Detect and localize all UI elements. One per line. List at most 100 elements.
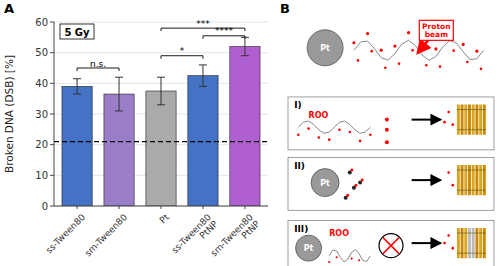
diagram-dna [479,228,482,258]
error-bar-cap [199,86,207,87]
diagram-text: ROO [329,229,349,238]
x-tick-label-group: Pt [158,212,172,226]
bar [62,86,92,206]
panel-label: B [280,1,290,16]
diagram-dot [452,184,455,187]
diagram-dot [357,59,360,62]
diagram-dot [307,127,310,130]
diagram-dot [358,259,360,261]
y-tick-label: 60 [35,17,48,28]
diagram-dot [434,47,437,50]
diagram-text-line: beam [425,30,449,39]
x-tick-label-line: PtNP [240,218,262,240]
diagram-dna [457,105,460,135]
error-bar-cap [73,94,81,95]
diagram-dna [483,165,486,195]
error-bar-stem [244,37,245,55]
diagram-dot [425,64,428,67]
significance-label: n.s. [90,59,106,69]
error-bar-cap [115,77,123,78]
diagram-dna [483,228,486,258]
diagram-dot [349,131,352,134]
diagram-dna [472,165,475,195]
bar [146,91,176,206]
diagram-text: Pt [320,179,330,188]
diagram-dna [472,228,475,258]
error-bar-cap [199,64,207,65]
bar [104,94,134,206]
diagram-text: Pt [320,44,330,53]
diagram: PtProtonbeamI)II)III)ROOPtROOPt [288,20,494,266]
diagram-dot [359,140,362,143]
x-tick [161,206,162,209]
y-tick [50,144,54,145]
diagram-dna [468,228,471,258]
diagram-dot [452,247,455,250]
diagram-dot [370,50,373,53]
diagram-dot [466,61,469,64]
diagram-dot [385,128,389,132]
significance-label: *** [196,19,210,29]
bar [188,76,218,206]
diagram-dna [457,228,460,258]
diagram-dot [443,242,446,245]
diagram-dot [350,169,353,172]
diagram-dot [407,31,410,34]
diagram-dot [351,257,353,259]
diagram-dot [297,133,300,136]
diagram-dna-strand [457,233,486,234]
diagram-dot [318,136,321,139]
diagram-dna [461,228,464,258]
diagram-proton-box [419,20,453,40]
y-tick [50,114,54,115]
panel-label-line: A [4,1,14,16]
x-tick-label-group: sm-Tween80PtNP [209,212,262,265]
diagram-dot [452,123,455,126]
diagram-dna [479,105,482,135]
significance-label: * [180,46,185,56]
x-tick-label-line: PtNP [198,218,220,240]
x-tick-label: ss-Tween80 [44,212,88,256]
diagram-dot [361,179,364,182]
diagram-text: II) [294,161,305,171]
y-tick-label: 20 [35,139,48,150]
diagram-dot [328,138,331,141]
x-tick [77,206,78,209]
error-bar [115,77,123,111]
diagram-dna [472,105,475,135]
error-bar-cap [241,55,249,56]
diagram-dna [461,105,464,135]
diagram-dna [464,165,467,195]
diagram-dot [385,140,389,144]
y-tick [50,175,54,176]
diagram-pt-ball [296,235,322,261]
x-tick-label-line: sm-Tween80 [83,212,129,258]
error-bar-cap [115,110,123,111]
diagram-dna-strand [457,109,486,110]
diagram-arrow [412,179,441,181]
x-tick [202,206,203,209]
diagram-text: III) [294,224,308,234]
diagram-dot [352,41,355,44]
diagram-dot [447,171,450,174]
bar [230,47,260,206]
diagram-dot [338,129,341,132]
diagram-dot [380,49,383,52]
plot-area [54,37,268,206]
diagram-dot [385,118,389,122]
y-tick [50,206,54,207]
diagram-dot [439,65,442,68]
diagram-chain [329,249,370,261]
diagram-dot [480,68,483,71]
diagram-text: I) [294,100,301,110]
y-tick-label: 10 [35,170,48,181]
x-tick [119,206,120,209]
error-bar-cap [157,77,165,78]
diagram-dna [479,165,482,195]
inset-box [60,24,94,39]
error-bar-stem [202,65,203,86]
y-tick [50,52,54,53]
diagram-arrow [412,119,441,121]
diagram-dot [398,62,401,65]
diagram-arrow [412,242,441,244]
